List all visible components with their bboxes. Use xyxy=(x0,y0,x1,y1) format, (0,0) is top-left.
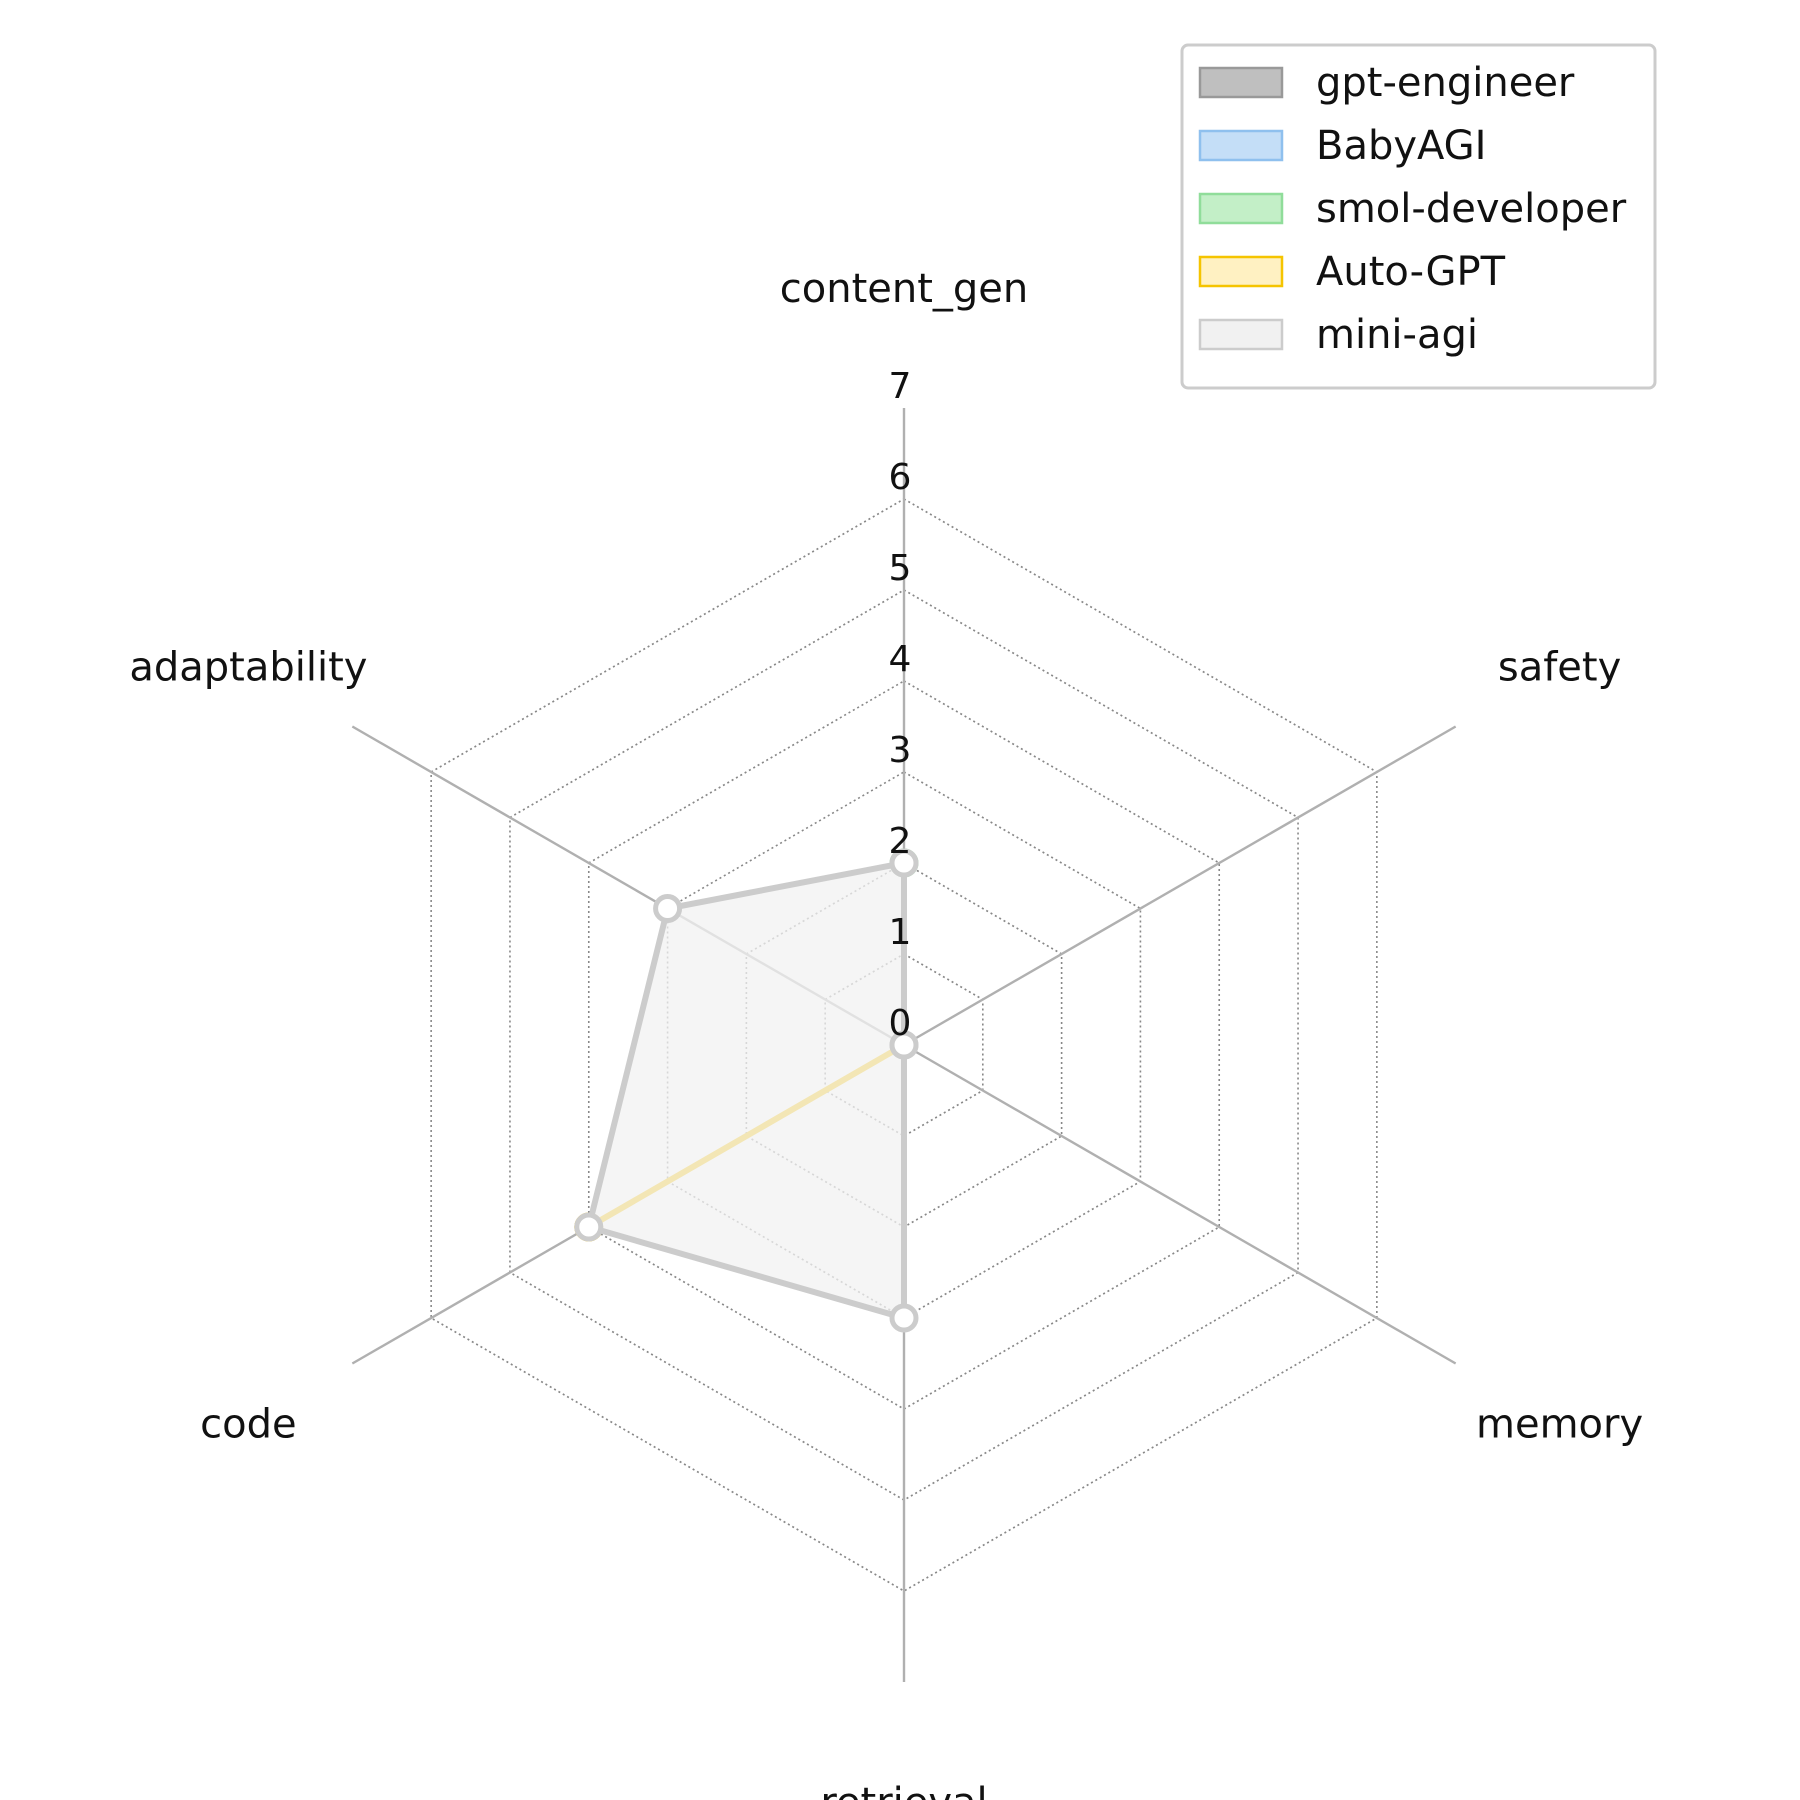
data-point xyxy=(653,894,683,923)
tick-label: 7 xyxy=(889,366,912,407)
legend: gpt-engineer BabyAGI smol-developer Auto-GP… xyxy=(1180,43,1657,390)
legend-entry: BabyAGI xyxy=(1316,123,1486,169)
data-point xyxy=(574,1212,604,1242)
tick-label: 0 xyxy=(889,1003,912,1044)
data-point xyxy=(889,1030,919,1060)
legend-entry: Auto-GPT xyxy=(1316,249,1506,295)
legend-swatch xyxy=(1198,192,1284,225)
axis-label-content_gen: content_gen xyxy=(780,266,1029,312)
legend-swatch xyxy=(1198,255,1284,288)
legend-box xyxy=(1180,43,1657,390)
tick-label: 4 xyxy=(889,639,912,680)
axis-label-memory: memory xyxy=(1476,1402,1643,1448)
axis-label-safety: safety xyxy=(1498,645,1621,691)
axis-label-retrieval: retrieval xyxy=(820,1780,987,1800)
tick-label: 1 xyxy=(889,912,912,953)
tick-label: 6 xyxy=(889,457,912,498)
tick-label: 5 xyxy=(889,548,912,589)
tick-layer: 0 1 2 3 4 5 6 7 xyxy=(889,366,912,1044)
legend-entry: mini-agi xyxy=(1316,312,1478,358)
legend-swatch xyxy=(1198,66,1284,99)
tick-label: 2 xyxy=(889,821,912,862)
tick-label: 3 xyxy=(889,730,912,771)
legend-entry: gpt-engineer xyxy=(1316,60,1575,106)
data-point xyxy=(889,848,919,878)
legend-swatch xyxy=(1198,318,1284,351)
series-line xyxy=(585,860,907,1321)
series-area xyxy=(588,863,904,1318)
axis-label-code: code xyxy=(200,1402,296,1448)
axis-spoke-safety xyxy=(903,725,1457,1047)
legend-entry: smol-developer xyxy=(1316,186,1627,232)
data-point xyxy=(889,1303,919,1333)
legend-swatch xyxy=(1198,129,1284,162)
series-layer xyxy=(574,848,919,1333)
axis-label-adaptability: adaptability xyxy=(129,645,367,691)
series-mini-agi xyxy=(574,848,919,1333)
axis-spoke-memory xyxy=(903,1043,1457,1365)
